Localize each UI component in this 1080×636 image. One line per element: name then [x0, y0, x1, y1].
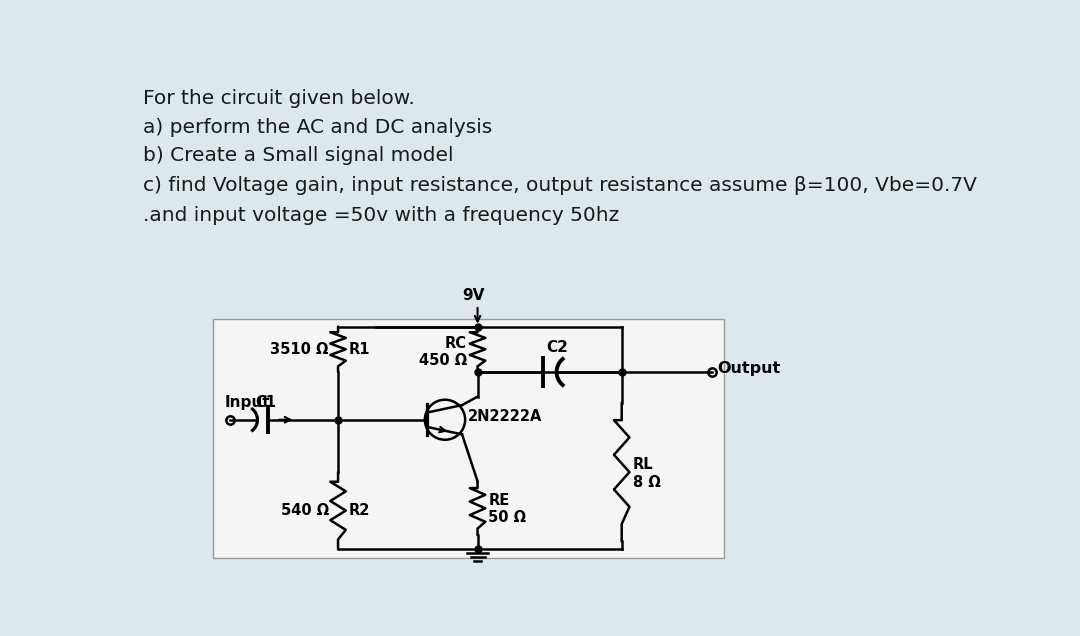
Text: R1: R1: [349, 342, 370, 357]
Text: 50 Ω: 50 Ω: [488, 510, 526, 525]
Text: C2: C2: [546, 340, 568, 355]
Text: C1: C1: [256, 396, 276, 410]
Text: c) find Voltage gain, input resistance, output resistance assume β=100, Vbe=0.7V: c) find Voltage gain, input resistance, …: [143, 176, 976, 195]
Text: 9V: 9V: [462, 289, 485, 303]
Text: .and input voltage =50v with a frequency 50hz: .and input voltage =50v with a frequency…: [143, 205, 619, 225]
Text: For the circuit given below.: For the circuit given below.: [143, 88, 415, 107]
Text: 450 Ω: 450 Ω: [419, 354, 467, 368]
Text: a) perform the AC and DC analysis: a) perform the AC and DC analysis: [143, 118, 492, 137]
Text: b) Create a Small signal model: b) Create a Small signal model: [143, 146, 454, 165]
Text: 8 Ω: 8 Ω: [633, 474, 660, 490]
Text: 540 Ω: 540 Ω: [281, 503, 328, 518]
Text: 3510 Ω: 3510 Ω: [270, 342, 328, 357]
Text: RL: RL: [633, 457, 653, 472]
Text: Input: Input: [225, 396, 270, 410]
Text: Output: Output: [717, 361, 780, 377]
Bar: [213, 319, 724, 558]
Text: 2N2222A: 2N2222A: [469, 409, 542, 424]
Text: RE: RE: [488, 493, 510, 508]
Text: RC: RC: [445, 336, 467, 350]
Text: R2: R2: [349, 503, 370, 518]
